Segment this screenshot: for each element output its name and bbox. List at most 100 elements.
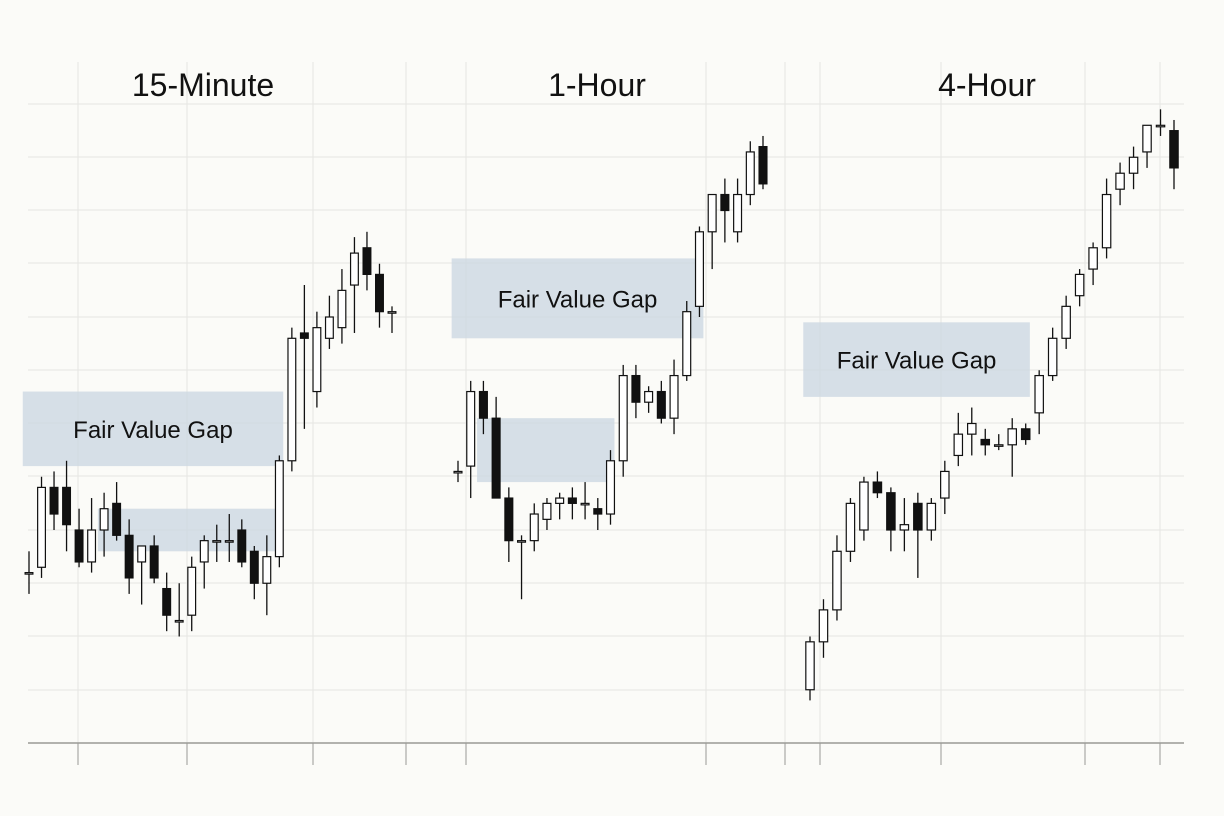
candle <box>1047 327 1058 381</box>
candle <box>631 364 641 419</box>
candle-body-bearish <box>567 497 577 504</box>
candle-body-bullish <box>859 481 869 531</box>
candle-body-bullish <box>926 502 937 531</box>
candle <box>580 482 590 520</box>
candle-body-bullish <box>1074 273 1085 297</box>
candle-body-bearish <box>49 486 59 515</box>
candle-body-bullish <box>605 460 616 515</box>
candle-body-bullish <box>137 545 147 563</box>
candle <box>1088 242 1098 286</box>
candle-body-bullish <box>1034 374 1044 414</box>
candle-body-bearish <box>1020 428 1031 441</box>
candle-body-bearish <box>375 273 384 313</box>
candle-body-bearish <box>504 497 514 542</box>
candle <box>605 450 616 525</box>
candle <box>137 545 147 605</box>
candle <box>375 263 384 328</box>
candle <box>1020 423 1031 445</box>
candle <box>478 380 488 435</box>
candle-body-bearish <box>1169 130 1179 169</box>
candle <box>212 524 222 562</box>
candle <box>886 487 896 552</box>
candle-body-bearish <box>112 502 122 536</box>
candle-body-bullish <box>733 193 743 233</box>
candle <box>199 535 209 589</box>
candle <box>1074 269 1085 307</box>
candle-body-bearish <box>149 545 159 579</box>
candle <box>682 301 692 381</box>
candle-body-bearish <box>980 438 991 446</box>
candle-body-bearish <box>237 529 247 563</box>
candle <box>567 487 577 520</box>
candle-body-bullish <box>453 470 463 474</box>
candle-body-bullish <box>1142 124 1152 153</box>
fair-value-gap-label: Fair Value Gap <box>498 286 658 313</box>
candle <box>274 455 284 568</box>
candle-body-bullish <box>387 311 397 314</box>
candle-body-bullish <box>845 502 856 552</box>
candle-body-bearish <box>124 534 134 579</box>
candle-body-bullish <box>1155 124 1166 128</box>
candle-body-bullish <box>1101 193 1112 249</box>
candle-body-bullish <box>555 497 565 504</box>
candle <box>1061 295 1071 349</box>
candle-body-bullish <box>262 556 272 584</box>
candle <box>149 535 159 584</box>
candle-body-bullish <box>337 289 347 329</box>
candle-body-bearish <box>62 486 72 526</box>
chart-panel-2: 1-Hour Fair Value Gap <box>451 67 768 600</box>
chart-title: 1-Hour <box>548 67 646 103</box>
candle <box>1169 119 1179 190</box>
candle-body-bullish <box>1061 305 1071 339</box>
candle <box>466 380 476 499</box>
candle <box>832 535 842 621</box>
candle-body-bullish <box>940 470 950 499</box>
fair-value-gap-zone <box>803 322 1030 397</box>
candle <box>453 460 463 483</box>
candle-body-bearish <box>886 492 896 531</box>
candle <box>1128 146 1139 190</box>
candle-body-bullish <box>805 641 815 691</box>
candle <box>542 498 552 530</box>
candle-body-bullish <box>966 422 977 435</box>
candle-body-bearish <box>872 481 883 494</box>
candle-body-bullish <box>37 486 46 568</box>
candle <box>618 364 628 477</box>
candle <box>733 178 743 243</box>
candle-body-bullish <box>517 540 527 543</box>
candle <box>926 498 937 541</box>
candle <box>1034 370 1044 435</box>
candle-body-bullish <box>87 529 97 563</box>
candle-body-bullish <box>349 252 359 286</box>
candle <box>1101 178 1112 259</box>
candle-body-bullish <box>618 374 628 462</box>
candle-body-bullish <box>682 311 692 377</box>
candle-body-bullish <box>818 609 829 643</box>
candle <box>187 556 197 632</box>
candle <box>249 545 259 600</box>
candle <box>287 327 297 472</box>
candle <box>720 178 730 243</box>
candle <box>872 471 883 499</box>
candle-body-bearish <box>74 529 84 563</box>
candle-body-bearish <box>593 508 603 515</box>
candle-body-bearish <box>491 417 501 499</box>
fair-value-gap-label: Fair Value Gap <box>837 348 997 375</box>
candle <box>993 434 1004 451</box>
candle <box>517 535 527 600</box>
candle-body-bullish <box>274 460 284 558</box>
candle <box>491 396 501 499</box>
candle-body-bullish <box>212 540 222 543</box>
candle-body-bullish <box>1128 156 1139 174</box>
candle <box>174 583 184 637</box>
candle <box>845 498 856 562</box>
candle-body-bullish <box>953 433 964 457</box>
candle-body-bullish <box>224 540 234 543</box>
candle <box>387 306 397 333</box>
candle <box>237 519 247 568</box>
candle-body-bullish <box>580 502 590 506</box>
candle-body-bearish <box>720 193 730 212</box>
candle <box>707 193 717 270</box>
candle-body-bullish <box>99 508 109 531</box>
